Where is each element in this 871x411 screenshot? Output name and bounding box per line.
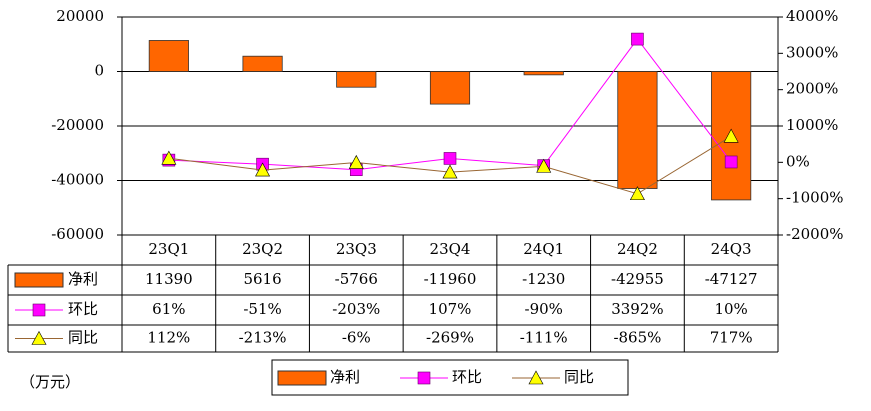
- table-cell: -51%: [243, 300, 281, 318]
- table-cell: -213%: [239, 329, 287, 347]
- marker: [723, 128, 739, 143]
- table-cell: -47127: [705, 270, 758, 288]
- legend-label: 环比: [452, 368, 482, 386]
- table-cell: -203%: [332, 300, 380, 318]
- table-cell: -6%: [342, 329, 371, 347]
- marker: [255, 162, 271, 177]
- bar: [617, 71, 658, 189]
- marker: [629, 186, 645, 201]
- marker: [724, 155, 738, 169]
- table-series-name: 净利: [68, 270, 98, 288]
- legend-key-marker: [528, 370, 544, 385]
- table-cell: 112%: [147, 329, 190, 347]
- x-tick-label: 24Q2: [617, 240, 658, 258]
- y-tick-label: -40000: [51, 171, 104, 189]
- table-legend-key-marker: [32, 303, 46, 317]
- marker: [442, 164, 458, 179]
- table-cell: 10%: [714, 300, 747, 318]
- y2-tick-label: -1000%: [786, 189, 844, 207]
- x-tick-label: 23Q1: [148, 240, 189, 258]
- bar: [336, 71, 377, 88]
- x-tick-label: 23Q4: [430, 240, 471, 258]
- y-tick-label: 20000: [56, 7, 104, 25]
- x-tick-label: 23Q2: [242, 240, 283, 258]
- table-cell: -90%: [525, 300, 563, 318]
- table-cell: -1230: [522, 270, 565, 288]
- table-cell: -5766: [335, 270, 378, 288]
- x-tick-label: 23Q3: [336, 240, 377, 258]
- marker: [536, 158, 552, 173]
- table-cell: 3392%: [611, 300, 663, 318]
- y2-tick-label: 2000%: [786, 80, 838, 98]
- unit-note: （万元）: [20, 373, 80, 391]
- legend-key-marker: [417, 371, 431, 385]
- y-tick-label: 0: [94, 62, 104, 80]
- legend-box: [271, 359, 629, 396]
- table-cell: -42955: [611, 270, 664, 288]
- legend-label: 净利: [330, 368, 360, 386]
- table-cell: -11960: [424, 270, 477, 288]
- legend-label: 同比: [564, 368, 594, 386]
- y2-tick-label: 4000%: [786, 7, 838, 25]
- y-tick-label: -20000: [51, 116, 104, 134]
- bar: [242, 55, 283, 72]
- table-series-name: 环比: [68, 300, 98, 318]
- table-cell: 717%: [710, 329, 753, 347]
- y2-tick-label: 0%: [786, 152, 810, 170]
- y2-tick-label: -2000%: [786, 225, 844, 243]
- table-cell: -269%: [426, 329, 474, 347]
- y2-tick-label: 3000%: [786, 43, 838, 61]
- marker: [443, 152, 457, 165]
- table-legend-key: [14, 272, 64, 288]
- x-tick-label: 24Q3: [711, 240, 752, 258]
- legend-key: [277, 370, 327, 386]
- x-tick-label: 24Q1: [523, 240, 564, 258]
- table-cell: 5616: [243, 270, 281, 288]
- table-cell: 107%: [429, 300, 472, 318]
- bar: [523, 71, 564, 76]
- bar: [148, 40, 189, 72]
- table-cell: 11390: [145, 270, 193, 288]
- marker: [631, 32, 644, 46]
- table-cell: 61%: [152, 300, 185, 318]
- bar: [429, 71, 471, 105]
- table-legend-key-marker: [31, 330, 47, 345]
- y-tick-label: -60000: [51, 225, 104, 243]
- marker: [348, 154, 364, 169]
- table-cell: -111%: [520, 329, 568, 347]
- y2-tick-label: 1000%: [786, 116, 838, 134]
- table-cell: -865%: [613, 329, 661, 347]
- table-series-name: 同比: [68, 329, 98, 347]
- marker: [161, 150, 177, 165]
